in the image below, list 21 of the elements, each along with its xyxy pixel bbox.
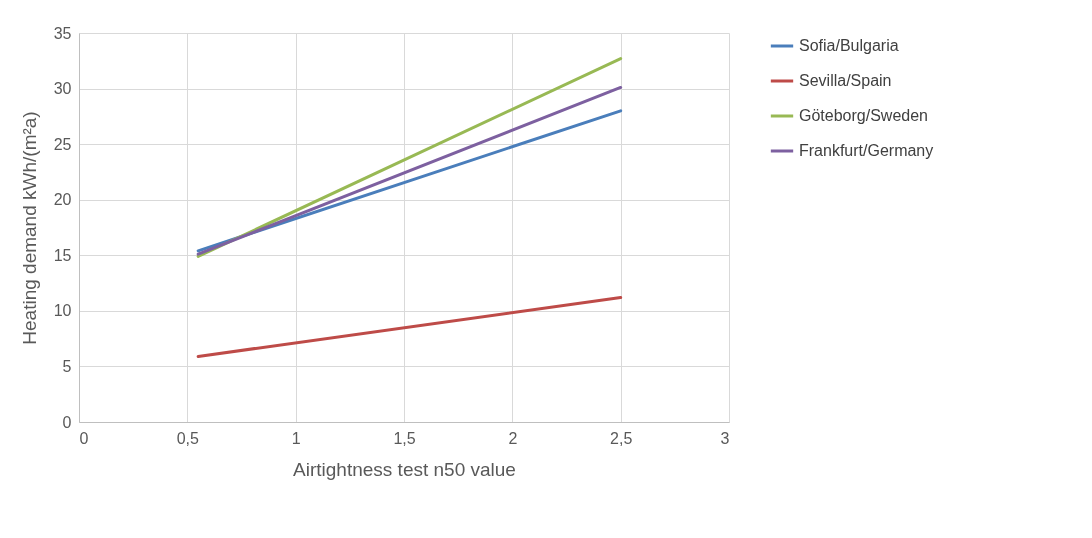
y-tick-label: 25 <box>53 135 72 153</box>
y-tick-label: 5 <box>62 357 72 375</box>
x-tick-label: 0,5 <box>176 429 200 447</box>
y-tick-label: 0 <box>62 413 72 431</box>
y-tick-label: 10 <box>53 302 72 320</box>
y-tick-label: 35 <box>53 24 72 42</box>
x-tick-label: 1 <box>291 429 301 447</box>
x-axis-title: Airtightness test n50 value <box>293 458 516 480</box>
legend-label: Frankfurt/Germany <box>799 142 934 159</box>
y-tick-label: 30 <box>53 80 72 98</box>
legend-label: Sevilla/Spain <box>799 72 892 89</box>
x-tick-label: 1,5 <box>393 429 416 447</box>
x-tick-label: 3 <box>720 429 730 447</box>
x-tick-label: 0 <box>79 429 89 447</box>
x-tick-label: 2 <box>508 429 518 447</box>
legend-label: Göteborg/Sweden <box>799 107 928 124</box>
y-tick-label: 15 <box>53 246 72 264</box>
y-tick-label: 20 <box>53 191 72 209</box>
legend-label: Sofia/Bulgaria <box>799 37 899 54</box>
x-tick-label: 2,5 <box>610 429 633 447</box>
y-axis-title: Heating demand kWh/(m²a) <box>18 111 40 345</box>
